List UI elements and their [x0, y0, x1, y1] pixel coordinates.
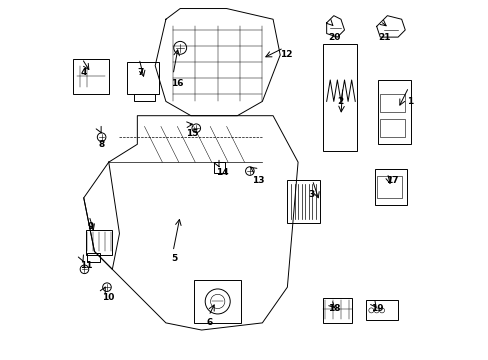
- Bar: [374, 169, 406, 205]
- Text: 4: 4: [80, 68, 86, 77]
- Text: 2: 2: [337, 97, 343, 106]
- Bar: [87, 253, 100, 262]
- Bar: [380, 94, 405, 112]
- Text: 19: 19: [370, 304, 383, 313]
- Text: 12: 12: [280, 50, 292, 59]
- Bar: [323, 44, 356, 152]
- Text: 15: 15: [185, 129, 198, 138]
- Bar: [85, 230, 112, 255]
- Text: 10: 10: [102, 293, 114, 302]
- Bar: [380, 119, 405, 137]
- Bar: [194, 280, 241, 323]
- Text: 18: 18: [328, 304, 340, 313]
- Bar: [73, 59, 108, 94]
- Text: 8: 8: [98, 140, 104, 149]
- Text: 13: 13: [251, 176, 264, 185]
- Bar: [134, 94, 155, 102]
- Text: 6: 6: [206, 318, 213, 327]
- Text: 17: 17: [385, 176, 397, 185]
- Text: 5: 5: [171, 254, 177, 263]
- Bar: [378, 80, 410, 144]
- Text: 20: 20: [328, 33, 340, 42]
- Bar: [365, 300, 397, 320]
- Text: 3: 3: [308, 190, 314, 199]
- Bar: [126, 62, 159, 94]
- Bar: [287, 180, 319, 223]
- Text: 21: 21: [378, 33, 390, 42]
- Text: 16: 16: [171, 79, 183, 88]
- Text: 7: 7: [137, 68, 143, 77]
- Bar: [376, 176, 401, 198]
- Bar: [214, 162, 224, 173]
- Text: 9: 9: [87, 222, 94, 231]
- Text: 14: 14: [216, 168, 228, 177]
- Text: 11: 11: [80, 261, 93, 270]
- Text: 1: 1: [406, 97, 412, 106]
- Bar: [323, 298, 351, 323]
